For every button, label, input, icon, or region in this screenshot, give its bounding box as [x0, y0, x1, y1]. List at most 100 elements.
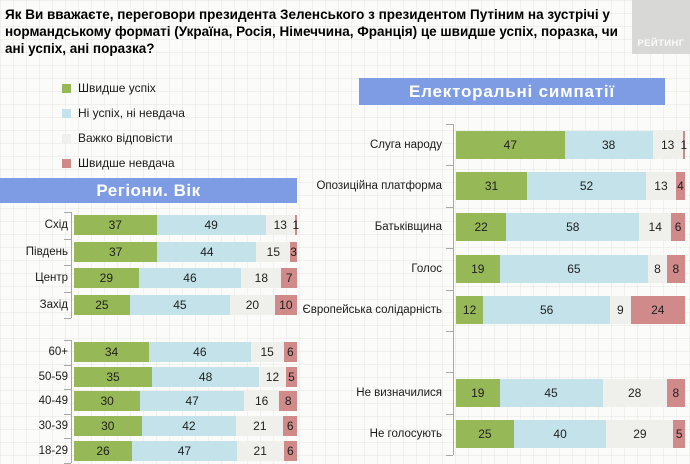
chart-row: 18-29 26 47 21 6	[0, 438, 297, 463]
segment-value: 48	[198, 369, 213, 384]
stacked-bar: 12 56 9 24	[456, 296, 685, 325]
axis-tick	[64, 364, 71, 366]
axis-tick	[64, 212, 71, 213]
category-label: Батьківщина	[374, 221, 442, 234]
stacked-bar: 25 45 20 10	[74, 294, 297, 315]
legend-swatch-neutral	[62, 108, 71, 118]
regions-age-chart: Схід 37 49 13 1 Південь 37 44 15 3 Центр 29 46 18 7 Зах…	[0, 212, 299, 464]
segment-value: 5	[288, 369, 295, 384]
bar-segment-1: 30	[74, 391, 141, 412]
bar-segment-2: 65	[499, 254, 649, 283]
bar-segment-3: 8	[648, 254, 667, 283]
bar-segment-2: 56	[483, 296, 611, 325]
segment-value: 58	[566, 220, 580, 235]
category-label: Схід	[44, 219, 68, 232]
category-label: Європейська солідарність	[302, 304, 442, 317]
bar-segment-3: 13	[265, 215, 295, 236]
axis-tick	[446, 124, 453, 125]
chart-row: 60+ 34 46 15 6	[0, 340, 297, 365]
chart-row: 40-49 30 47 16 8	[0, 389, 297, 414]
stacked-bar: 34 46 15 6	[74, 342, 297, 363]
chart-row: 50-59 35 48 12 5	[0, 365, 298, 390]
bar-segment-4: 6	[671, 213, 685, 242]
bar-segment-2: 45	[499, 379, 603, 408]
axis-tick	[446, 413, 453, 415]
segment-value: 46	[183, 271, 197, 286]
bar-segment-1: 47	[456, 130, 565, 159]
axis-tick	[446, 455, 453, 457]
chart-row: Слуга народу 47 38 13 1	[300, 124, 687, 165]
bar-segment-3: 13	[652, 130, 683, 159]
axis-tick	[446, 206, 453, 208]
segment-value: 44	[200, 244, 214, 259]
left-panel-header: Регіони. Вік	[0, 178, 297, 203]
axis-tick	[446, 248, 453, 250]
bar-segment-4: 3	[290, 241, 297, 262]
segment-value: 5	[675, 427, 683, 442]
segment-value: 49	[204, 218, 218, 233]
bar-segment-4: 8	[666, 379, 685, 408]
chart-row: Схід 37 49 13 1	[0, 212, 299, 239]
bar-segment-3: 21	[236, 440, 284, 461]
segment-value: 3	[290, 244, 297, 259]
bar-segment-3: 29	[606, 420, 674, 449]
legend-item-failure: Швидше невдача	[62, 156, 185, 170]
bar-segment-4: 8	[666, 254, 685, 283]
legend-item-success: Швидше успіх	[62, 81, 185, 95]
bar-segment-2: 49	[156, 215, 266, 236]
bar-segment-2: 38	[564, 130, 653, 159]
bar-segment-3: 13	[646, 172, 676, 201]
bar-segment-4: 5	[285, 366, 298, 387]
bar-segment-4: 1	[293, 215, 299, 236]
stacked-bar: 22 58 14 6	[456, 213, 685, 242]
stacked-bar: 29 46 18 7	[74, 268, 297, 289]
right-panel-header: Електоральні симпатії	[359, 78, 665, 105]
segment-value: 8	[672, 386, 680, 401]
legend-item-neutral: Ні успіх, ні невдача	[62, 106, 185, 120]
stacked-bar: 30 42 21 6	[74, 416, 297, 437]
segment-value: 10	[279, 297, 293, 312]
segment-value: 37	[108, 244, 123, 259]
segment-value: 8	[672, 261, 680, 276]
category-label: Не визначилися	[356, 387, 442, 400]
segment-value: 40	[553, 427, 567, 442]
legend-swatch-success	[62, 83, 71, 93]
segment-value: 16	[254, 394, 269, 409]
segment-value: 6	[286, 419, 294, 434]
segment-value: 34	[104, 345, 119, 360]
segment-value: 46	[193, 345, 207, 360]
segment-value: 31	[484, 179, 499, 194]
segment-value: 15	[260, 345, 274, 360]
chart-row: Не визначилися 19 45 28 8	[300, 372, 685, 413]
segment-value: 45	[544, 386, 558, 401]
bar-segment-1: 37	[74, 241, 158, 262]
category-label: Опозиційна платформа	[316, 180, 442, 193]
axis-tick	[446, 372, 453, 374]
segment-value: 21	[253, 443, 267, 458]
axis-line	[71, 340, 72, 463]
bar-segment-2: 47	[131, 440, 237, 461]
bar-segment-2: 40	[513, 420, 607, 449]
bar-segment-4: 24	[630, 296, 685, 325]
bar-segment-1: 19	[456, 254, 500, 283]
chart-row: 30-39 30 42 21 6	[0, 414, 297, 439]
page-title: Як Ви вважаєте, переговори президента Зе…	[5, 7, 618, 56]
category-label: Слуга народу	[369, 138, 442, 151]
stacked-bar: 25 40 29 5	[456, 420, 685, 449]
bar-segment-2: 46	[138, 268, 242, 289]
stacked-bar: 19 65 8 8	[456, 254, 685, 283]
axis-tick	[64, 389, 71, 391]
bar-segment-2: 47	[140, 391, 244, 412]
bar-segment-1: 25	[74, 294, 130, 315]
bar-segment-4: 10	[274, 294, 297, 315]
segment-value: 14	[648, 220, 662, 235]
category-label: 30-39	[38, 420, 68, 433]
bar-segment-3: 21	[236, 416, 284, 437]
legend-label: Важко відповісти	[78, 131, 173, 145]
stacked-bar: 30 47 16 8	[74, 391, 297, 412]
legend-label: Швидше невдача	[78, 156, 175, 170]
segment-value: 6	[286, 443, 294, 458]
axis-tick	[64, 318, 71, 319]
axis-tick	[446, 331, 453, 332]
